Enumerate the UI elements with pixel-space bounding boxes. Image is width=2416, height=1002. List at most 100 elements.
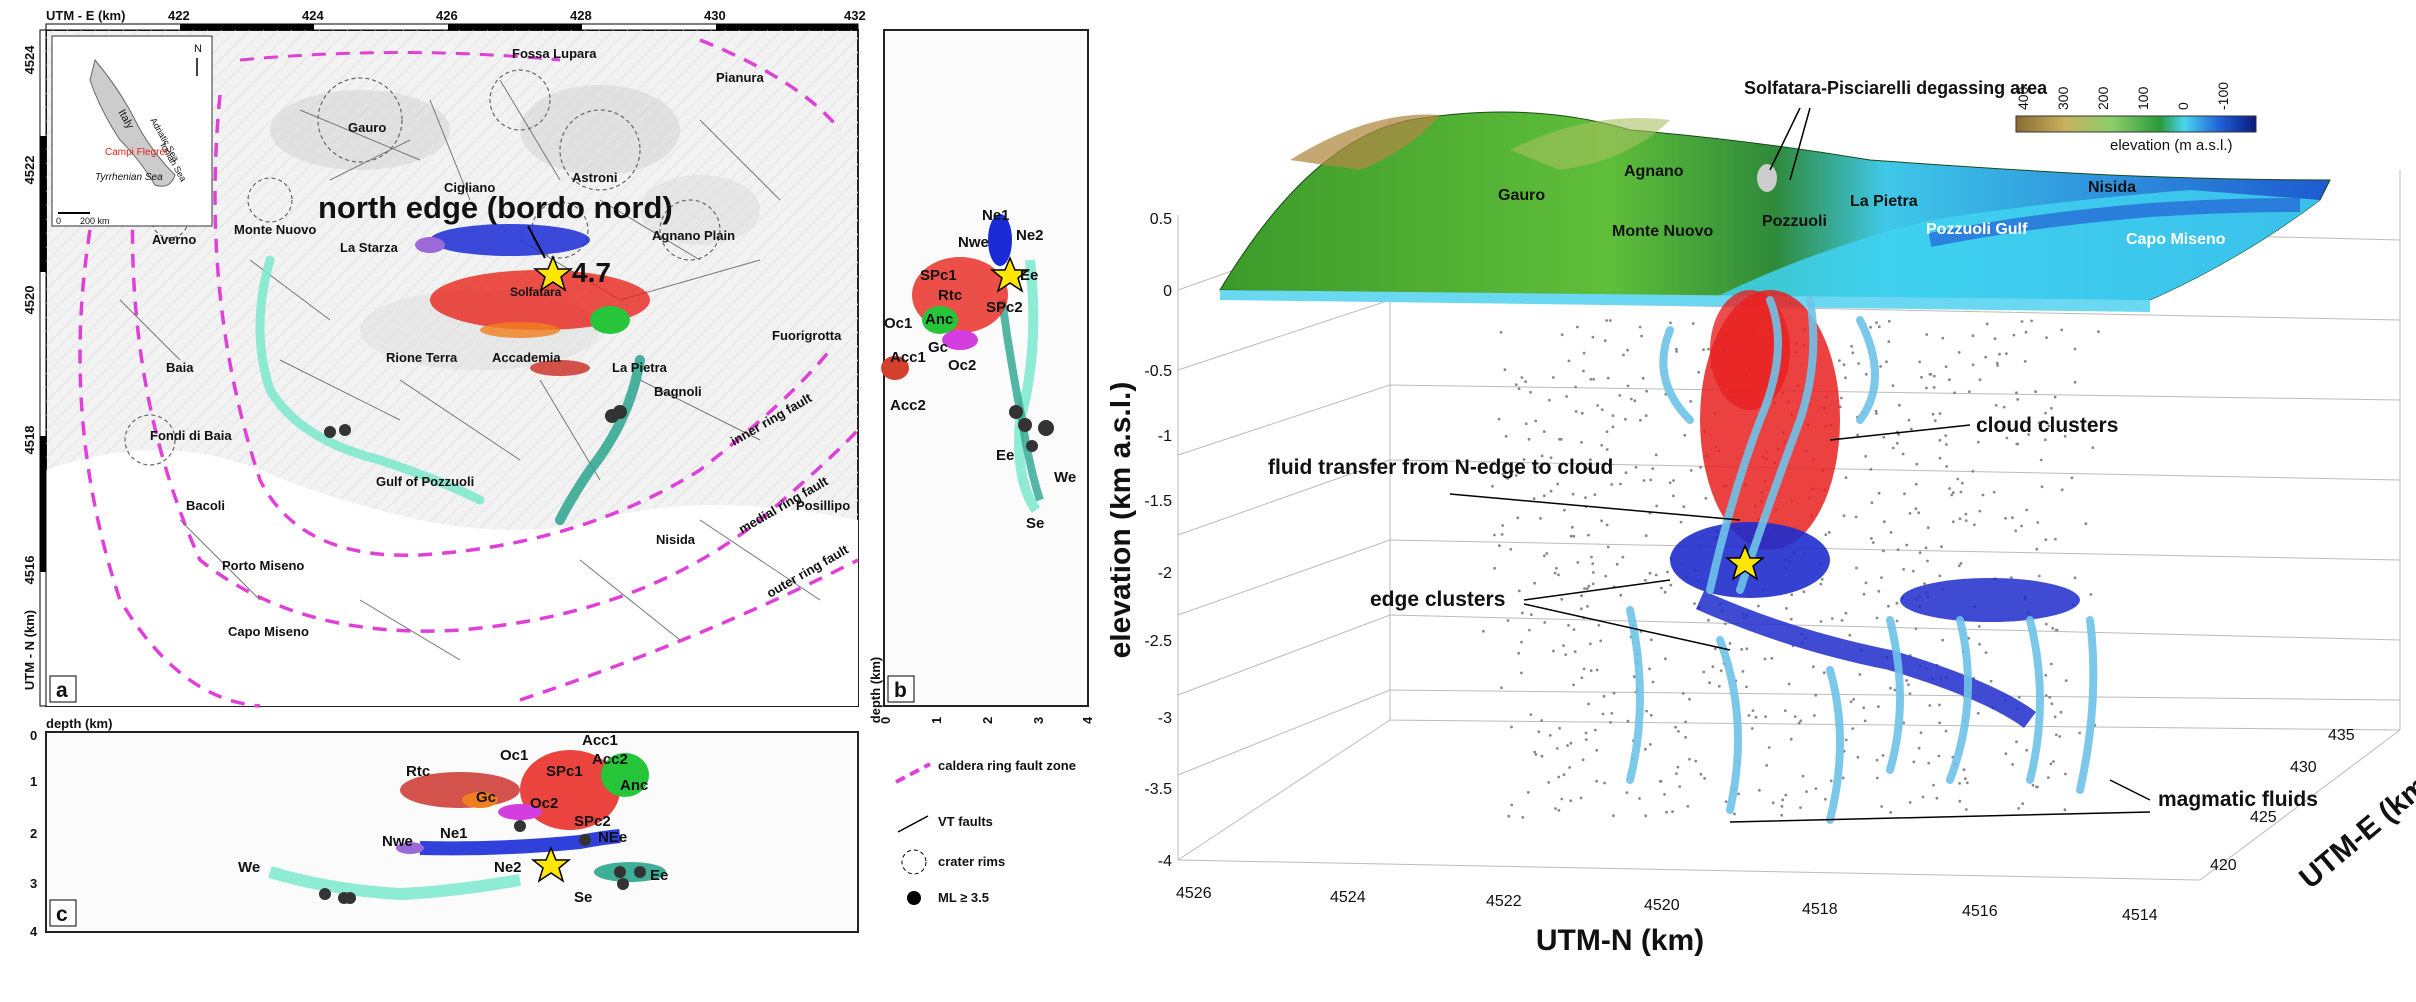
c-label-nee: NEe bbox=[598, 829, 627, 846]
seismic-event-dot bbox=[1537, 730, 1541, 734]
seismic-event-dot bbox=[1783, 709, 1787, 713]
seismic-event-dot bbox=[1651, 680, 1655, 684]
seismic-event-dot bbox=[1917, 511, 1921, 515]
seismic-event-dot bbox=[1895, 619, 1899, 623]
seismic-event-dot bbox=[1585, 587, 1589, 590]
seismic-event-dot bbox=[2047, 424, 2051, 428]
seismic-event-dot bbox=[1881, 754, 1885, 757]
z-tick: -0.5 bbox=[1144, 363, 1172, 380]
seismic-event-dot bbox=[1600, 443, 1604, 447]
seismic-event-dot bbox=[1973, 523, 1976, 527]
seismic-event-dot bbox=[1931, 412, 1935, 416]
seismic-event-dot bbox=[1638, 325, 1642, 329]
label-nisida: Nisida bbox=[656, 532, 696, 547]
seismic-event-dot bbox=[1841, 776, 1845, 780]
label-agnano-3d: Agnano bbox=[1624, 163, 1684, 180]
seismic-event-dot bbox=[1619, 482, 1622, 486]
c-label-spc1: SPc1 bbox=[546, 763, 583, 780]
seismic-event-dot bbox=[1887, 604, 1890, 608]
seismic-event-dot bbox=[1676, 765, 1680, 769]
left-figure: Italy Adriatic Sea Ionian Sea Campi Fleg… bbox=[22, 8, 1095, 939]
terrain-surface bbox=[1219, 111, 2331, 312]
label-astroni: Astroni bbox=[572, 170, 618, 185]
seismic-event-dot bbox=[1978, 642, 1981, 646]
b-x-tick: 0 bbox=[878, 717, 893, 724]
seismic-event-dot bbox=[1603, 781, 1606, 785]
legend-vt: VT faults bbox=[938, 814, 993, 829]
seismic-event-dot bbox=[2054, 733, 2058, 737]
seismic-event-dot bbox=[1520, 611, 1524, 615]
seismic-event-dot bbox=[1571, 525, 1574, 529]
seismic-event-dot bbox=[1689, 400, 1693, 403]
seismic-event-dot bbox=[2058, 735, 2062, 738]
seismic-event-dot bbox=[1765, 764, 1769, 767]
seismic-event-dot bbox=[1587, 584, 1591, 588]
seismic-event-dot bbox=[1844, 611, 1848, 615]
seismic-event-dot bbox=[1679, 520, 1683, 524]
seismic-event-dot bbox=[1938, 703, 1941, 707]
seismic-event-dot bbox=[1534, 419, 1538, 423]
seismic-event-dot bbox=[1707, 347, 1710, 351]
seismic-event-dot bbox=[1569, 741, 1573, 745]
inset-tyrrhenian: Tyrrhenian Sea bbox=[95, 172, 163, 183]
seismic-event-dot bbox=[1864, 581, 1868, 585]
seismic-event-dot bbox=[1595, 668, 1599, 672]
seismic-event-dot bbox=[1644, 534, 1648, 538]
seismic-event-dot bbox=[1948, 487, 1951, 490]
seismic-event-dot bbox=[1971, 469, 1975, 473]
seismic-event-dot bbox=[1864, 372, 1868, 376]
mainshock-star-3d bbox=[1724, 544, 1766, 581]
seismic-event-dot bbox=[1971, 363, 1975, 367]
seismic-event-dot bbox=[1813, 714, 1816, 717]
seismic-event-dot bbox=[1626, 348, 1629, 352]
seismic-event-dot bbox=[2070, 476, 2074, 480]
seismic-event-dot bbox=[1856, 433, 1859, 437]
seismic-event-dot bbox=[1957, 351, 1961, 354]
z-tick: -3 bbox=[1158, 710, 1172, 727]
seismic-event-dot bbox=[1751, 709, 1755, 712]
seismic-event-dot bbox=[1977, 625, 1981, 628]
seismic-event-dot bbox=[1909, 427, 1913, 431]
map-y-tick: 4524 bbox=[22, 45, 37, 75]
panel-b-letter: b bbox=[894, 679, 907, 702]
seismic-event-dot bbox=[1558, 726, 1561, 730]
seismic-event-dot bbox=[2073, 347, 2077, 351]
label-monte-nuovo: Monte Nuovo bbox=[234, 222, 316, 237]
map-y-tick: 4516 bbox=[22, 556, 37, 585]
seismic-event-dot bbox=[2048, 695, 2052, 699]
seismic-event-dot bbox=[1965, 781, 1969, 785]
seismic-event-dot bbox=[1611, 425, 1615, 429]
seismic-event-dot bbox=[1564, 653, 1568, 656]
seismic-event-dot bbox=[1586, 467, 1590, 470]
seismic-event-dot bbox=[1702, 670, 1706, 674]
seismic-event-dot bbox=[2044, 673, 2048, 677]
y-axis-title: UTM-E (km) bbox=[2293, 763, 2416, 895]
seismic-event-dot bbox=[1978, 378, 1982, 382]
seismic-event-dot bbox=[1533, 750, 1537, 754]
cbar-tick: 300 bbox=[2055, 86, 2071, 110]
edge-cluster-south bbox=[1695, 590, 2036, 729]
seismic-event-dot bbox=[2027, 433, 2030, 436]
seismic-event-dot bbox=[1557, 775, 1561, 779]
seismic-event-dot bbox=[1905, 679, 1908, 682]
label-gulf-3d: Pozzuoli Gulf bbox=[1926, 221, 2028, 238]
c-label-oc1: Oc1 bbox=[500, 747, 528, 764]
seismic-event-dot bbox=[1654, 573, 1658, 577]
label-baia: Baia bbox=[166, 360, 194, 375]
label-cigliano: Cigliano bbox=[444, 180, 495, 195]
label-rione: Rione Terra bbox=[386, 350, 458, 365]
label-gulf: Gulf of Pozzuoli bbox=[376, 474, 474, 489]
seismic-event-dot bbox=[1683, 433, 1687, 437]
x-tick: 4524 bbox=[1330, 889, 1366, 906]
seismic-event-dot bbox=[1895, 601, 1899, 605]
seismic-event-dot bbox=[2044, 694, 2048, 697]
label-la-starza: La Starza bbox=[340, 240, 399, 255]
seismic-event-dot bbox=[2002, 405, 2006, 409]
seismic-event-dot bbox=[1981, 493, 1985, 497]
inset-scale-0: 0 bbox=[56, 216, 61, 226]
x-tick: 4526 bbox=[1176, 885, 1212, 902]
b-x-tick: 4 bbox=[1080, 716, 1095, 724]
seismic-event-dot bbox=[1897, 433, 1900, 436]
seismic-event-dot bbox=[2004, 516, 2007, 520]
seismic-event-dot bbox=[1857, 362, 1860, 365]
